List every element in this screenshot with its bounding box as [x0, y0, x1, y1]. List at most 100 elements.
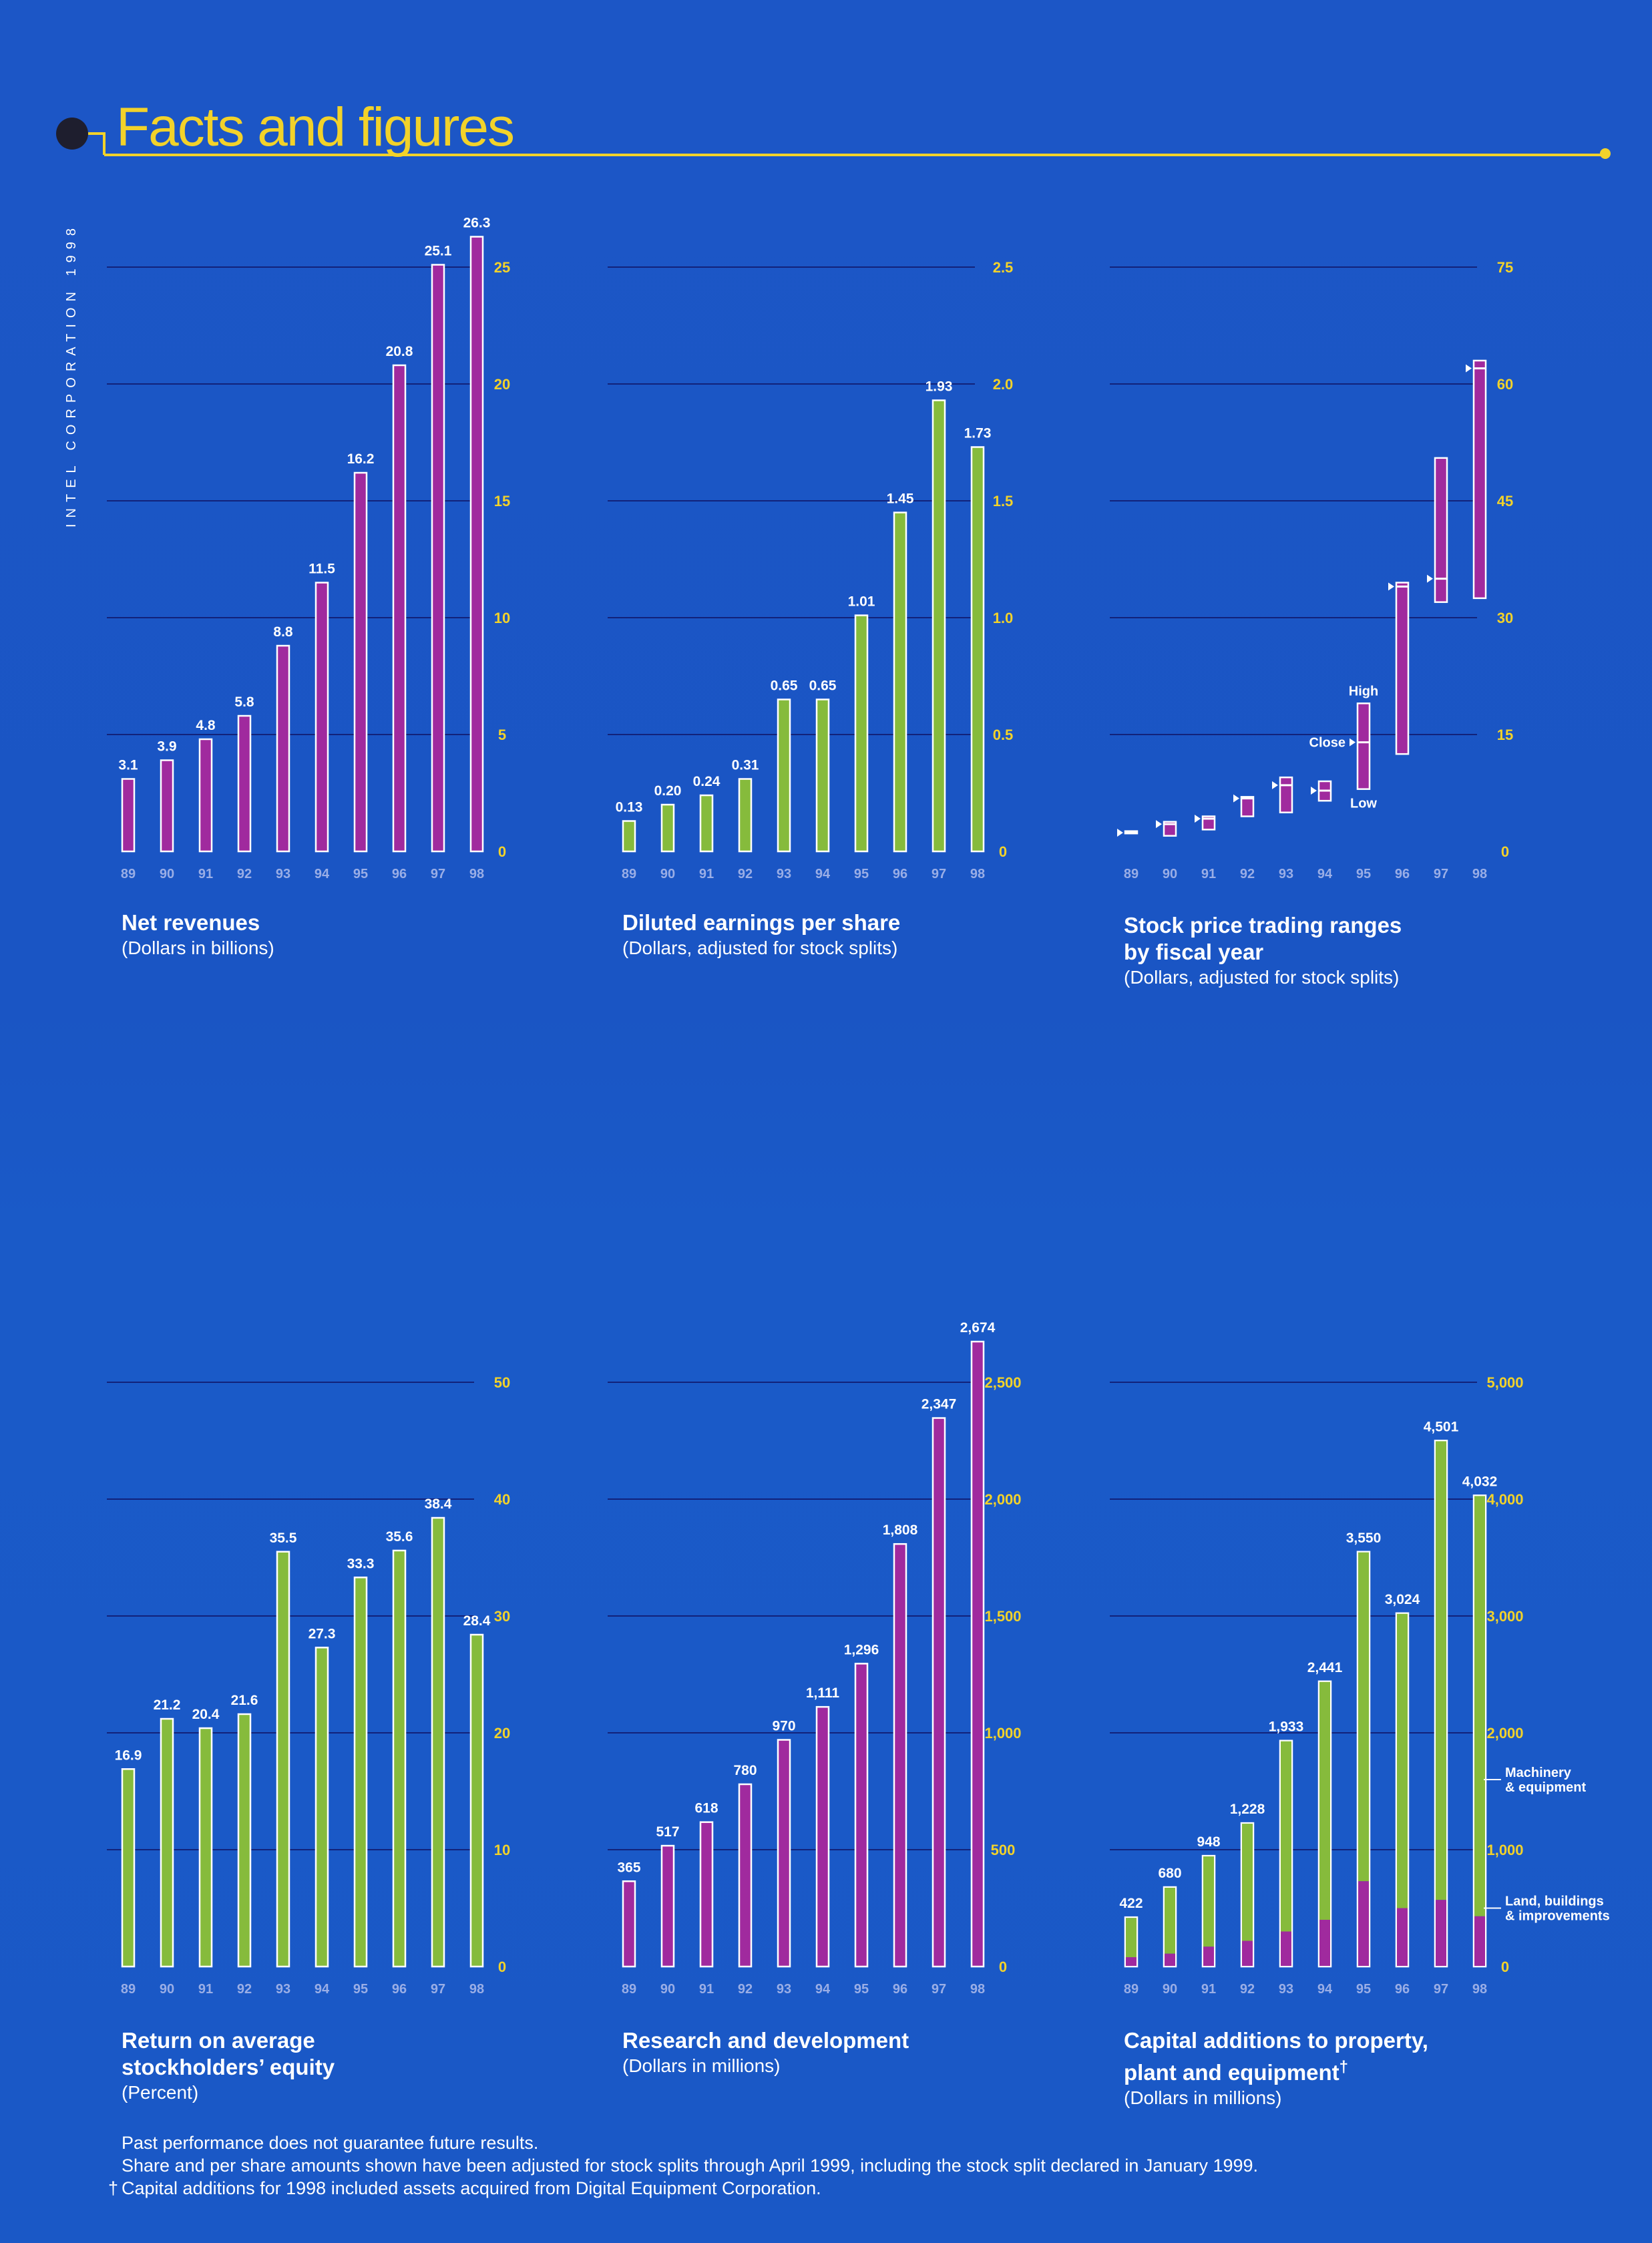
y-tick-label: 1.5 [993, 493, 1014, 509]
bar [121, 1768, 136, 1968]
bar [970, 1340, 985, 1968]
x-tick-label: 90 [160, 867, 174, 881]
bar [893, 512, 907, 853]
data-label: 35.5 [270, 1531, 297, 1546]
range-bar [1356, 702, 1371, 790]
x-tick-label: 96 [392, 867, 407, 881]
roe-chart: 0 10 20 30 40 50 89 90 91 92 93 94 95 96 97 98 16.9 21.2 2… [107, 1374, 510, 1997]
data-label: 16.9 [115, 1748, 142, 1763]
chart-title: Diluted earnings per share [622, 910, 901, 935]
close-arrow-icon [1117, 829, 1123, 837]
bar-outline [1434, 1440, 1448, 1968]
bar-segment-machinery [1242, 1824, 1253, 1941]
bar [353, 471, 368, 853]
bar [237, 1713, 252, 1968]
eps-caption: Diluted earnings per share (Dollars, adj… [622, 909, 900, 960]
range-bar [1434, 457, 1448, 603]
bar-segment-land [1281, 1931, 1291, 1966]
footnote-splits: Share and per share amounts shown have b… [122, 2156, 1259, 2176]
chart-subtitle: (Percent) [122, 2082, 199, 2103]
data-label: 3.9 [157, 739, 176, 755]
bar-outline [1201, 1854, 1216, 1968]
eps-chart: 0 0.5 1.0 1.5 2.0 2.5 89 90 91 92 93 94 95 96 97 98 0.13… [608, 259, 1014, 881]
bar [777, 1739, 791, 1968]
data-label: 27.3 [308, 1626, 336, 1641]
bar [315, 582, 329, 853]
bar [738, 1783, 753, 1968]
header-rule [104, 154, 1605, 156]
bar [431, 1516, 445, 1968]
range-bar [1395, 582, 1410, 755]
bar-outline [1279, 1740, 1293, 1968]
x-tick-label: 96 [893, 1982, 907, 1997]
x-tick-label: 97 [932, 867, 946, 881]
chart-title: Stock price trading ranges by fiscal yea… [1124, 913, 1402, 964]
bar-segment-machinery [1436, 1441, 1446, 1900]
bar-segment-land [1358, 1881, 1369, 1966]
bar [854, 1663, 869, 1968]
x-tick-label: 95 [353, 1982, 368, 1997]
x-tick-label: 95 [854, 867, 869, 881]
data-label: 2,441 [1307, 1660, 1343, 1675]
bar-outline [1472, 1494, 1487, 1968]
bar [815, 1705, 830, 1968]
y-tick-label: 5 [498, 727, 506, 743]
y-tick-label: 4,000 [1486, 1491, 1523, 1508]
capital-additions-caption: Capital additions to property, plant and… [1124, 2027, 1428, 2110]
bar [431, 264, 445, 853]
bar [315, 1647, 329, 1968]
x-tick-label: 91 [1201, 867, 1216, 881]
bar [660, 1844, 675, 1968]
data-label: 517 [656, 1824, 679, 1840]
data-label: 970 [772, 1719, 795, 1734]
x-tick-label: 89 [121, 867, 136, 881]
y-tick-label: 2,500 [984, 1374, 1021, 1391]
annotation-high: High [1349, 684, 1378, 698]
y-tick-label: 0 [999, 843, 1007, 860]
bar-segment-machinery [1397, 1613, 1408, 1908]
x-tick-label: 92 [237, 867, 252, 881]
bar [160, 759, 174, 853]
capital-additions-chart: 0 1,000 2,000 3,000 4,000 5,000 89 90 91 92 93 94 95… [1110, 1374, 1610, 1997]
data-label: 21.6 [231, 1693, 258, 1708]
bar-segment-land [1242, 1941, 1253, 1966]
footnote-performance: Past performance does not guarantee futu… [122, 2133, 539, 2153]
bar [815, 698, 830, 853]
bar [198, 1727, 213, 1968]
bar [276, 644, 290, 853]
x-tick-label: 91 [1201, 1982, 1216, 1997]
data-label: 365 [617, 1860, 640, 1875]
bar [660, 803, 675, 853]
x-tick-label: 94 [1317, 1982, 1333, 1997]
rule-end-dot-icon [1600, 148, 1611, 159]
data-label: 1,808 [883, 1522, 918, 1538]
bar-segment-land [1126, 1957, 1137, 1966]
rnd-chart: 0 500 1,000 1,500 2,000 2,500 89 90 91 92 93 94 95 96… [608, 1320, 1022, 1997]
x-tick-label: 91 [699, 867, 714, 881]
x-tick-label: 95 [1356, 1982, 1371, 1997]
x-tick-label: 94 [1317, 867, 1333, 881]
data-label: 2,347 [921, 1397, 957, 1412]
y-tick-label: 0 [498, 1959, 506, 1975]
page-header: Facts and figures [53, 97, 1611, 160]
bar [699, 794, 714, 853]
y-tick-label: 75 [1497, 259, 1513, 276]
data-label: 3,550 [1346, 1531, 1382, 1546]
y-tick-label: 2,000 [1486, 1725, 1523, 1742]
y-tick-label: 15 [494, 493, 510, 509]
net-revenues-caption: Net revenues (Dollars in billions) [122, 909, 274, 960]
y-tick-label: 2,000 [984, 1491, 1021, 1508]
data-label: 4,032 [1462, 1474, 1498, 1489]
bar [237, 715, 252, 853]
x-tick-label: 90 [660, 1982, 675, 1997]
x-tick-label: 98 [1472, 1982, 1487, 1997]
data-label: 11.5 [308, 562, 335, 577]
x-tick-label: 90 [1163, 1982, 1177, 1997]
bar-segment-land [1474, 1916, 1485, 1966]
y-tick-label: 30 [1497, 610, 1513, 626]
bar-segment-land [1165, 1953, 1175, 1966]
data-label: 8.8 [273, 624, 293, 640]
footnotes: Past performance does not guarantee futu… [108, 2131, 1259, 2200]
bar [970, 446, 985, 853]
